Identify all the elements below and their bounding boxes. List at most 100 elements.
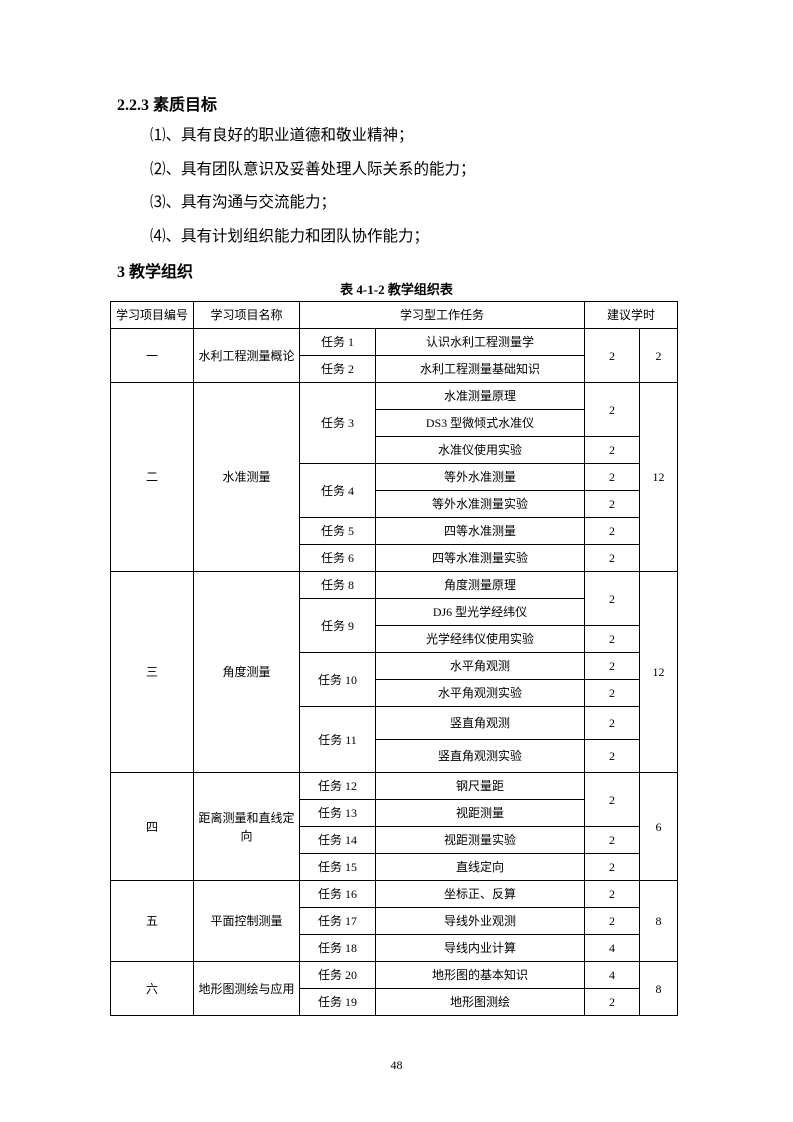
table-cell: 2 bbox=[584, 826, 640, 854]
table-row: 任务 9 DJ6 型光学经纬仪 bbox=[111, 598, 678, 653]
table-row: 任务 15 直线定向 2 bbox=[111, 853, 678, 881]
table-cell: 6 bbox=[639, 772, 678, 881]
table-cell: 2 bbox=[584, 706, 640, 740]
table-cell: 水准仪使用实验 bbox=[375, 436, 585, 464]
table-cell: 水利工程测量概论 bbox=[193, 328, 300, 383]
table-cell: 三 bbox=[110, 571, 194, 773]
table-cell: 四等水准测量 bbox=[375, 517, 585, 545]
table-cell: 平面控制测量 bbox=[193, 880, 300, 962]
table-cell: 距离测量和直线定向 bbox=[193, 772, 300, 881]
table-cell: 等外水准测量实验 bbox=[375, 490, 585, 518]
teaching-organization-table: 学习项目编号 学习项目名称 学习型工作任务 建议学时一水利工程测量概论 任务 1 认识水利… bbox=[110, 301, 678, 1016]
table-row: 任务 19 地形图测绘 2 bbox=[111, 988, 678, 1016]
table-header-cell: 学习项目名称 bbox=[193, 301, 300, 329]
table-cell: 水平角观测 bbox=[375, 652, 585, 680]
goal-item: ⑷、具有计划组织能力和团队协作能力； bbox=[150, 228, 430, 245]
table-cell: 2 bbox=[584, 880, 640, 908]
table-cell: 任务 9 bbox=[299, 598, 376, 653]
table-cell: 视距测量实验 bbox=[375, 826, 585, 854]
table-row: 等外水准测量实验 2 bbox=[111, 490, 678, 518]
table-cell: 水利工程测量基础知识 bbox=[375, 355, 585, 383]
table-cell: 任务 4 bbox=[299, 463, 376, 518]
page-number: 48 bbox=[390, 1058, 403, 1072]
table-row: 五平面控制测量 任务 16 坐标正、反算 2 8 bbox=[110, 880, 678, 962]
goal-item: ⑴、具有良好的职业道德和敬业精神； bbox=[150, 127, 414, 144]
table-cell: DJ6 型光学经纬仪 bbox=[375, 598, 585, 626]
table-cell: 4 bbox=[584, 961, 640, 989]
table-row: 光学经纬仪使用实验 2 bbox=[111, 625, 678, 653]
table-cell: 任务 10 bbox=[299, 652, 376, 707]
table-cell: 导线外业观测 bbox=[375, 907, 585, 935]
table-cell: 任务 1 bbox=[299, 328, 376, 356]
table-row: 任务 5 四等水准测量 2 bbox=[111, 517, 678, 545]
table-row: 二水准测量 任务 3 水准测量原理 2 12 bbox=[110, 382, 678, 572]
table-cell: 2 bbox=[584, 463, 640, 491]
table-cell: 任务 14 bbox=[299, 826, 376, 854]
table-cell: 一 bbox=[110, 328, 194, 383]
table-header-cell: 学习项目编号 bbox=[110, 301, 194, 329]
table-cell: 2 bbox=[584, 571, 640, 626]
table-cell: 水准测量 bbox=[193, 382, 300, 572]
table-cell: DS3 型微倾式水准仪 bbox=[375, 409, 585, 437]
table-cell: 2 bbox=[584, 625, 640, 653]
goal-item: ⑵、具有团队意识及妥善处理人际关系的能力； bbox=[150, 161, 476, 178]
section-heading: 2.2.3 素质目标 bbox=[117, 97, 218, 114]
table-cell: 竖直角观测 bbox=[375, 706, 585, 740]
table-cell: 任务 13 bbox=[299, 799, 376, 827]
table-row: 任务 10 水平角观测 2 bbox=[111, 652, 678, 707]
table-cell: 2 bbox=[584, 544, 640, 572]
table-cell: 8 bbox=[639, 961, 678, 1016]
table-cell: 竖直角观测实验 bbox=[375, 739, 585, 773]
table-cell: 任务 20 bbox=[299, 961, 376, 989]
table-cell: 4 bbox=[584, 934, 640, 962]
table-row: 一水利工程测量概论 任务 1 认识水利工程测量学 2 2 bbox=[110, 328, 678, 383]
table-row: 任务 2 水利工程测量基础知识 bbox=[111, 355, 678, 383]
table-cell: 任务 12 bbox=[299, 772, 376, 800]
table-cell: 六 bbox=[110, 961, 194, 1016]
table-row: 任务 14 视距测量实验 2 bbox=[111, 826, 678, 854]
table-cell: 任务 2 bbox=[299, 355, 376, 383]
table-cell: 光学经纬仪使用实验 bbox=[375, 625, 585, 653]
table-row: 水准仪使用实验 2 bbox=[111, 436, 678, 464]
table-cell: 视距测量 bbox=[375, 799, 585, 827]
table-cell: 2 bbox=[584, 328, 640, 383]
table-cell: 2 bbox=[584, 652, 640, 680]
table-cell: 2 bbox=[584, 907, 640, 935]
table-cell: 2 bbox=[584, 382, 640, 437]
table-cell: 四 bbox=[110, 772, 194, 881]
table-cell: 五 bbox=[110, 880, 194, 962]
table-cell: 水准测量原理 bbox=[375, 382, 585, 410]
table-cell: 认识水利工程测量学 bbox=[375, 328, 585, 356]
table-cell: 角度测量原理 bbox=[375, 571, 585, 599]
table-cell: 地形图测绘 bbox=[375, 988, 585, 1016]
table-header-cell: 建议学时 bbox=[584, 301, 678, 329]
table-cell: 2 bbox=[584, 772, 640, 827]
table-header-cell: 学习型工作任务 bbox=[299, 301, 585, 329]
table-caption: 表 4-1-2 教学组织表 bbox=[340, 282, 453, 297]
table-cell: 12 bbox=[639, 571, 678, 773]
table-cell: 任务 19 bbox=[299, 988, 376, 1016]
table-cell: 导线内业计算 bbox=[375, 934, 585, 962]
table-cell: 直线定向 bbox=[375, 853, 585, 881]
table-row: DS3 型微倾式水准仪 bbox=[111, 409, 678, 437]
chapter-heading: 3 教学组织 bbox=[117, 264, 194, 281]
table-cell: 2 bbox=[584, 988, 640, 1016]
table-cell: 任务 16 bbox=[299, 880, 376, 908]
table-cell: 任务 6 bbox=[299, 544, 376, 572]
table-row: 水平角观测实验 2 bbox=[111, 679, 678, 707]
table-header-row: 学习项目编号 学习项目名称 学习型工作任务 建议学时 bbox=[110, 301, 678, 329]
table-cell: 2 bbox=[584, 436, 640, 464]
table-cell: 钢尺量距 bbox=[375, 772, 585, 800]
table-cell: 地形图测绘与应用 bbox=[193, 961, 300, 1016]
table-cell: 水平角观测实验 bbox=[375, 679, 585, 707]
table-cell: 任务 17 bbox=[299, 907, 376, 935]
table-cell: 任务 11 bbox=[299, 706, 376, 773]
table-cell: 2 bbox=[584, 490, 640, 518]
table-cell: 任务 3 bbox=[299, 382, 376, 464]
table-cell: 等外水准测量 bbox=[375, 463, 585, 491]
table-cell: 2 bbox=[584, 853, 640, 881]
table-cell: 任务 15 bbox=[299, 853, 376, 881]
table-cell: 2 bbox=[584, 517, 640, 545]
table-cell: 8 bbox=[639, 880, 678, 962]
table-cell: 任务 18 bbox=[299, 934, 376, 962]
